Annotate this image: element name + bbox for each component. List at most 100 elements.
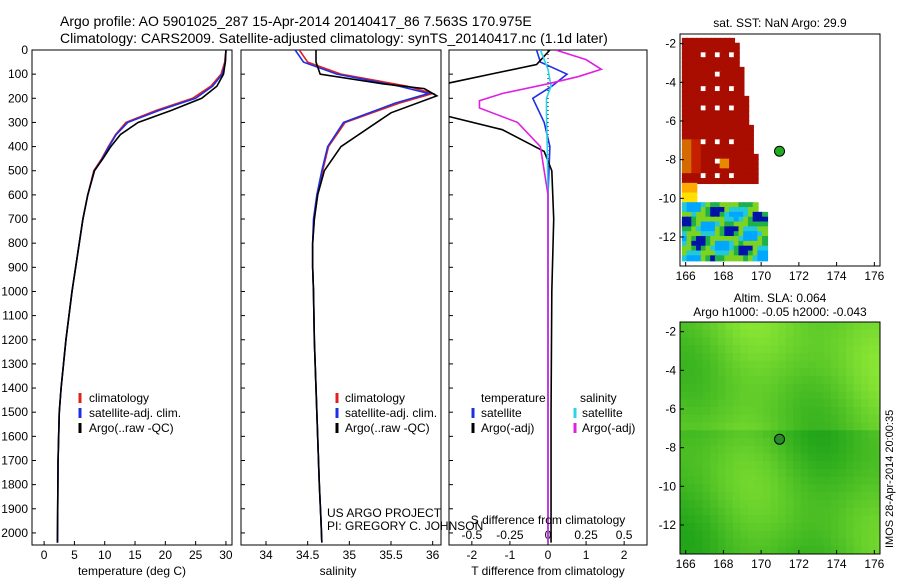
- sla-cell: [853, 430, 863, 441]
- sst-cell: [729, 226, 736, 233]
- sla-cell: [732, 368, 742, 379]
- sla-cell: [695, 422, 705, 433]
- sla-cell: [695, 538, 705, 549]
- sla-cell: [808, 507, 818, 518]
- sla-cell: [702, 499, 712, 510]
- sla-cell: [725, 345, 735, 356]
- legend-t-argo-label: Argo(-adj): [481, 421, 534, 435]
- sla-cell: [868, 422, 878, 433]
- sst-cell: [733, 250, 740, 257]
- sst-cell: [747, 236, 754, 243]
- sst-cell: [747, 255, 754, 262]
- sst-cell: [681, 158, 688, 165]
- sla-cell: [853, 523, 863, 534]
- sst-cell: [681, 76, 688, 83]
- sst-cell: [696, 255, 703, 262]
- sst-cell: [747, 124, 754, 131]
- sla-cell: [740, 538, 750, 549]
- sla-cell: [830, 445, 840, 456]
- sst-cell: [700, 245, 707, 252]
- sst-cell: [747, 173, 754, 180]
- sla-cell: [808, 538, 818, 549]
- sla-cell: [740, 407, 750, 418]
- sla-cell: [868, 368, 878, 379]
- sla-cell: [815, 345, 825, 356]
- sst-cell: [691, 168, 698, 175]
- sst-cell: [743, 178, 750, 185]
- sst-cell: [691, 134, 698, 141]
- sla-cell: [876, 453, 880, 464]
- sla-cell: [687, 329, 697, 340]
- sla-cell: [695, 360, 705, 371]
- sst-cell: [686, 173, 693, 180]
- sst-cell: [757, 226, 764, 233]
- sla-cell: [808, 337, 818, 348]
- sla-cell: [778, 329, 788, 340]
- sst-cell: [738, 226, 745, 233]
- sla-cell: [876, 523, 880, 534]
- sla-cell: [770, 461, 780, 472]
- sla-cell: [732, 337, 742, 348]
- sst-cell: [700, 153, 707, 160]
- sla-cell: [703, 554, 712, 564]
- sla-cell: [846, 407, 856, 418]
- sla-cell: [815, 523, 825, 534]
- sst-cell: [705, 76, 712, 83]
- sla-cell: [846, 554, 855, 564]
- sst-cell: [710, 211, 717, 218]
- sla-cell: [725, 337, 735, 348]
- sla-cell: [763, 360, 773, 371]
- sst-cell: [681, 91, 688, 98]
- sst-cell: [729, 221, 736, 228]
- sla-cell: [687, 445, 697, 456]
- sla-cell: [876, 414, 880, 425]
- sla-cell: [710, 430, 720, 441]
- sst-cell: [719, 231, 726, 238]
- sst-cell: [710, 178, 717, 185]
- sst-cell: [714, 139, 721, 146]
- sst-cell: [710, 124, 717, 131]
- sst-cell: [696, 129, 703, 136]
- sst-cell: [714, 158, 721, 165]
- sst-cell: [710, 42, 717, 49]
- sst-cell: [700, 158, 707, 165]
- sst-cell: [743, 250, 750, 257]
- sla-cell: [868, 546, 878, 554]
- sla-cell: [800, 461, 810, 472]
- sst-cell: [743, 221, 750, 228]
- sst-cell: [686, 245, 693, 252]
- map-x-tick-label: 172: [789, 557, 809, 571]
- sla-cell: [687, 499, 697, 510]
- sla-cell: [793, 352, 803, 363]
- sla-cell: [695, 337, 705, 348]
- legend-s-argo-label: Argo(-adj): [582, 421, 635, 435]
- sla-cell: [695, 368, 705, 379]
- sla-cell: [770, 468, 780, 479]
- sst-cell: [686, 124, 693, 131]
- sst-cell: [719, 202, 726, 209]
- sla-cell: [740, 414, 750, 425]
- sst-cell: [714, 129, 721, 136]
- sla-map-axes: 166 168 170 172 174 176-2-4-6-8-10-12: [659, 325, 885, 571]
- x-tick-label: 34.5: [296, 548, 320, 562]
- sla-cell: [680, 484, 689, 495]
- sla-cell: [876, 368, 880, 379]
- sla-cell: [680, 360, 689, 371]
- sst-cell: [686, 236, 693, 243]
- sst-cell: [738, 250, 745, 257]
- sla-cell: [702, 422, 712, 433]
- depth-tick-label: 1100: [2, 309, 28, 323]
- sst-cell: [710, 95, 717, 102]
- sla-cell: [725, 484, 735, 495]
- sla-cell: [725, 399, 735, 410]
- top-tick-label: -0.5: [462, 528, 483, 542]
- sla-cell: [868, 345, 878, 356]
- sla-cell: [732, 322, 742, 332]
- sla-cell: [876, 507, 880, 518]
- sla-cell: [725, 546, 735, 554]
- sst-cell: [729, 57, 736, 64]
- sla-cell: [793, 422, 803, 433]
- sst-cell: [691, 250, 698, 257]
- sla-cell: [702, 322, 712, 332]
- sst-cell: [691, 91, 698, 98]
